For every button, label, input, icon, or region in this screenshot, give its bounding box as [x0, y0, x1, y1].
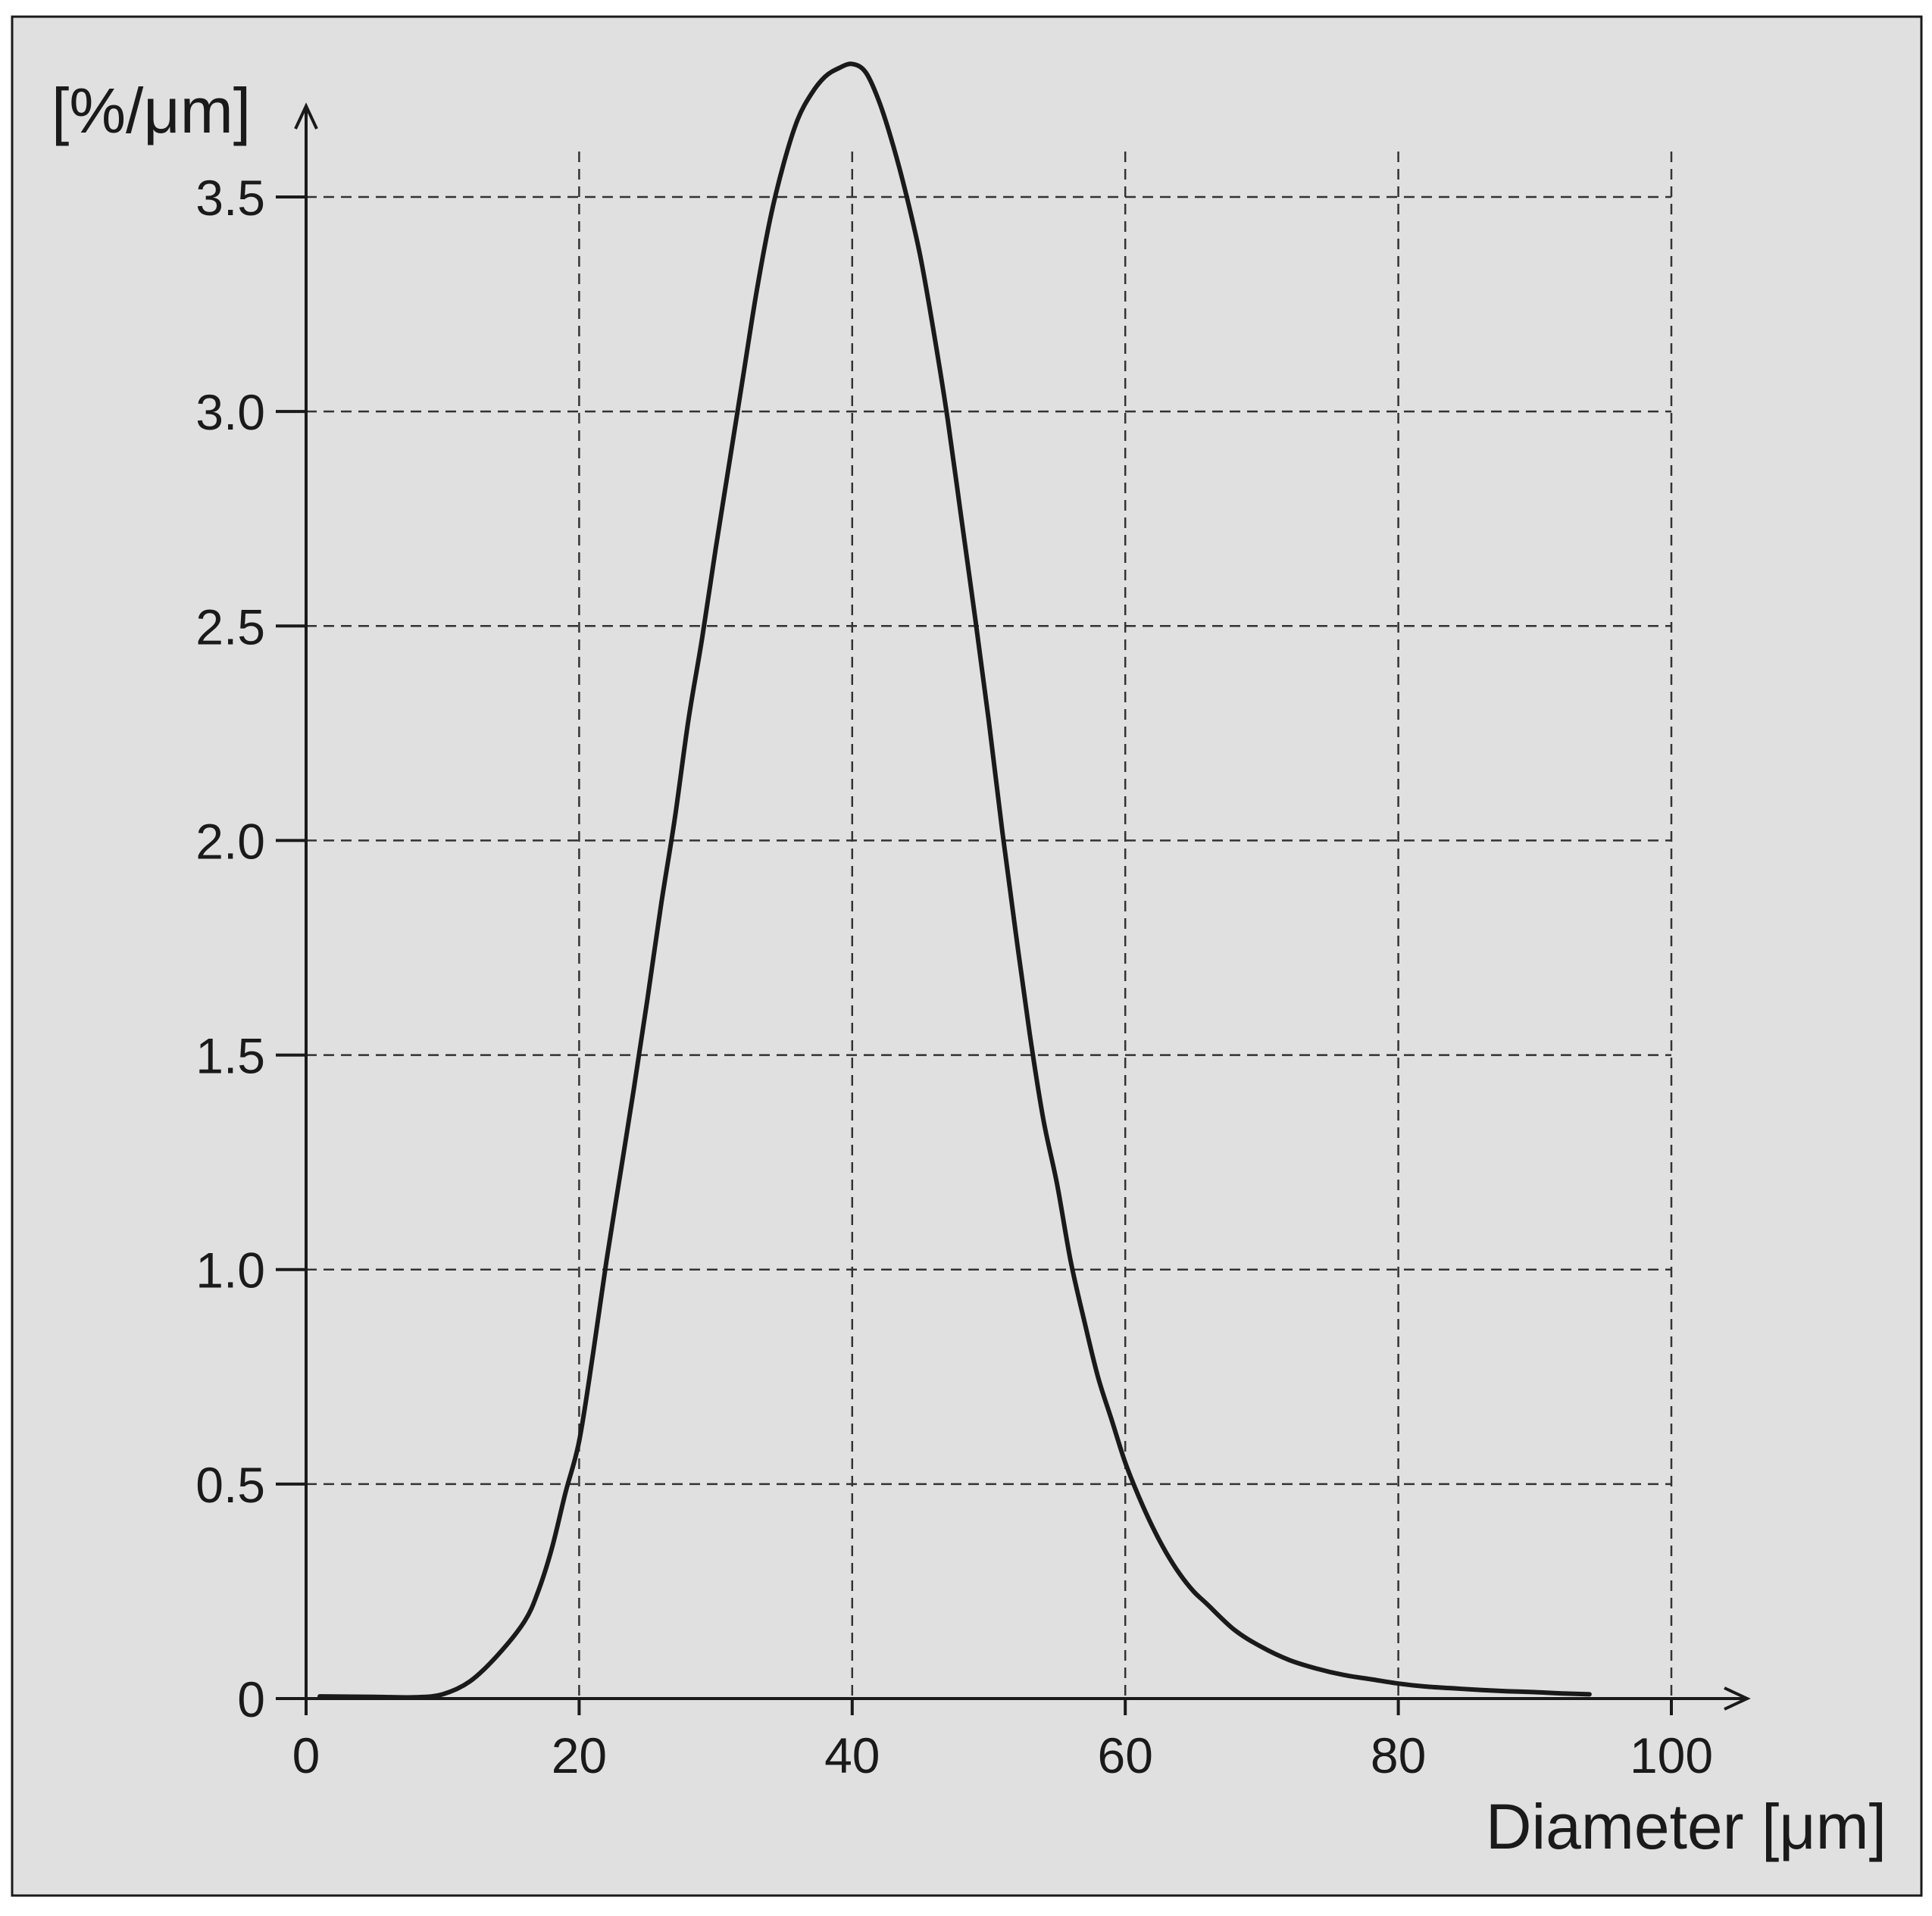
x-tick-label-80: 80 — [1371, 1727, 1426, 1783]
chart-panel — [11, 15, 1923, 1897]
y-axis-label: [%/μm] — [52, 75, 251, 146]
y-tick-label-3: 3.0 — [195, 384, 265, 440]
x-tick-label-100: 100 — [1630, 1727, 1713, 1783]
x-tick-label-40: 40 — [824, 1727, 880, 1783]
x-tick-label-60: 60 — [1097, 1727, 1152, 1783]
data-series — [317, 61, 1592, 1700]
x-tick-label-20: 20 — [552, 1727, 607, 1783]
x-axis-arrowhead — [1724, 1686, 1751, 1711]
y-tick-label-2: 2.0 — [195, 813, 265, 869]
axes — [294, 102, 1751, 1711]
tick-marks — [276, 195, 1673, 1715]
x-tick-label-0: 0 — [292, 1727, 320, 1783]
tick-labels: 0 0.5 1.0 1.5 2.0 2.5 3.0 3.5 0 20 40 60 80 100 — [195, 170, 1713, 1783]
x-axis-label: Diameter [μm] — [1486, 1791, 1887, 1862]
y-tick-label-0-5: 0.5 — [195, 1457, 265, 1513]
distribution-curve-line — [317, 61, 1592, 1700]
y-axis-arrowhead — [294, 102, 318, 130]
y-tick-label-3-5: 3.5 — [195, 170, 265, 226]
y-tick-label-1-5: 1.5 — [195, 1028, 265, 1084]
y-tick-label-2-5: 2.5 — [195, 599, 265, 655]
y-tick-label-1: 1.0 — [195, 1242, 265, 1299]
grid-lines — [306, 152, 1673, 1699]
y-tick-label-0: 0 — [237, 1671, 265, 1727]
